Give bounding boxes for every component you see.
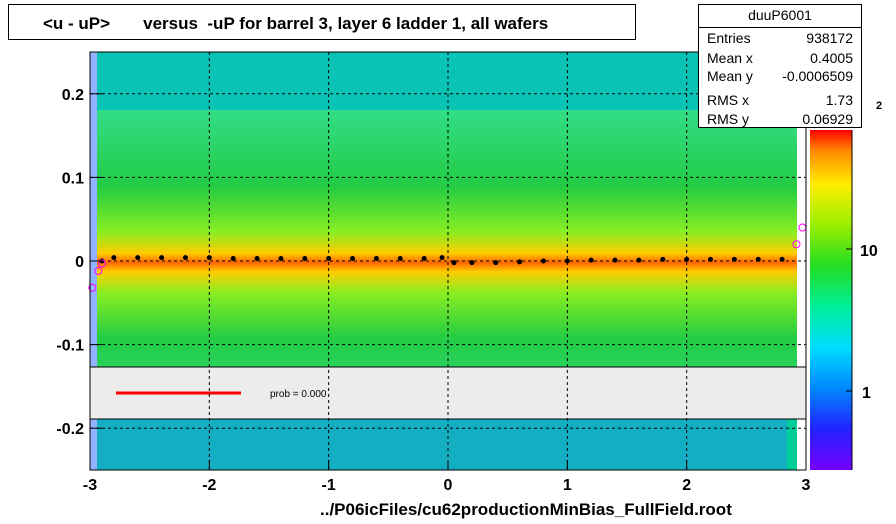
fit-point [94,267,103,276]
profile-point [373,255,379,261]
profile-point [206,255,212,261]
y-tick-label: 0.2 [62,87,84,104]
profile-point [230,255,236,261]
stats-value: 0.06929 [802,111,853,127]
stats-value: 0.4005 [810,50,853,66]
stats-row-rms-x: RMS x 1.73 [707,92,853,110]
axes: -3 -2 -1 0 1 2 3 -0.2 -0.1 0 0.1 0.2 [56,87,810,494]
profile-point [731,256,737,262]
x-tick-label: -2 [202,477,216,494]
profile-point [779,256,785,262]
stats-label: RMS y [707,111,749,127]
stats-row-rms-y: RMS y 0.06929 [707,111,853,129]
profile-point [469,260,475,266]
profile-point [326,255,332,261]
x-tick-label: -1 [322,477,336,494]
profile-point [350,255,356,261]
profile-markers [88,223,807,292]
stats-value: 938172 [806,30,853,46]
profile-point [254,255,260,261]
stats-separator [699,27,861,28]
fit-point [97,259,106,268]
profile-point [451,260,457,266]
profile-point [135,255,141,261]
stats-value: -0.0006509 [782,68,853,84]
profile-point [660,256,666,262]
stats-row-mean-y: Mean y -0.0006509 [707,68,853,86]
fit-point [792,240,801,249]
profile-point [397,255,403,261]
profile-point [421,255,427,261]
colorbar-tick-1: 1 [862,385,871,402]
stats-label: Entries [707,30,751,46]
stats-label: Mean y [707,68,753,84]
heatmap-top-noise [97,52,797,110]
profile-point [540,258,546,264]
x-tick-label: 1 [563,477,572,494]
profile-point [439,255,445,261]
profile-point [588,257,594,263]
profile-point [684,256,690,262]
footer-filename: ../P06icFiles/cu62productionMinBias_Full… [320,500,732,519]
stats-title: duuP6001 [748,7,812,23]
x-tick-label: 3 [802,477,811,494]
x-tick-label: -3 [83,477,97,494]
stats-value: 1.73 [825,92,853,108]
profile-point [182,255,188,261]
profile-point [612,257,618,263]
stats-label: Mean x [707,50,753,66]
stats-label: RMS x [707,92,749,108]
profile-point [111,255,117,261]
fit-point [88,283,97,292]
profile-point [517,259,523,265]
colorbar [810,130,852,470]
profile-point [636,257,642,263]
y-tick-label: 0.1 [62,170,84,187]
plot-title: <u - uP> versus -uP for barrel 3, layer … [43,14,549,33]
colorbar-axis: 10 1 [846,130,878,470]
profile-point [493,260,499,266]
profile-point [564,258,570,264]
heatmap-bottom-noise [97,415,787,470]
profile-point [755,256,761,262]
profile-point [278,255,284,261]
colorbar-exponent: 2 [876,100,883,112]
y-tick-label: 0 [75,254,84,271]
profile-point [708,256,714,262]
x-tick-label: 2 [682,477,691,494]
stats-row-entries: Entries 938172 [707,30,853,48]
profile-point [159,255,165,261]
y-tick-label: -0.2 [56,421,84,438]
heatmap-core [97,110,797,415]
fit-legend-label: prob = 0.000 [270,389,327,400]
title-box: <u - uP> versus -uP for barrel 3, layer … [8,4,636,40]
profile-point [302,255,308,261]
x-tick-label: 0 [444,477,453,494]
stats-row-mean-x: Mean x 0.4005 [707,50,853,68]
stats-box: duuP6001 Entries 938172 Mean x 0.4005 Me… [698,4,862,128]
colorbar-tick-10: 10 [860,243,878,260]
y-tick-label: -0.1 [56,338,84,355]
